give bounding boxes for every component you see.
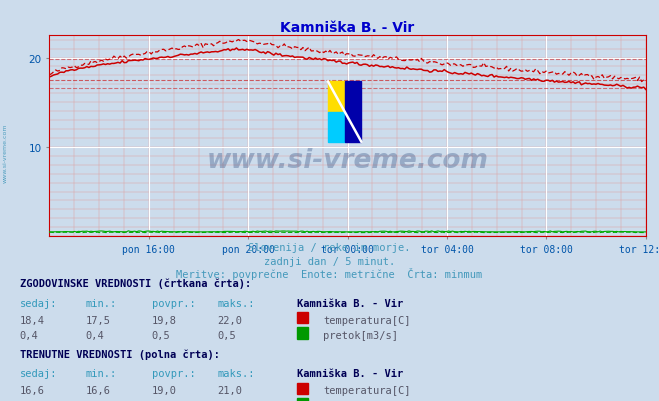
Text: povpr.:: povpr.: xyxy=(152,369,195,379)
Text: zadnji dan / 5 minut.: zadnji dan / 5 minut. xyxy=(264,256,395,266)
Text: ZGODOVINSKE VREDNOSTI (črtkana črta):: ZGODOVINSKE VREDNOSTI (črtkana črta): xyxy=(20,278,251,289)
Bar xyxy=(328,82,345,112)
Text: povpr.:: povpr.: xyxy=(152,298,195,308)
Text: 17,5: 17,5 xyxy=(86,315,111,325)
Text: 0,4: 0,4 xyxy=(20,330,38,340)
Bar xyxy=(345,82,361,142)
Text: 18,4: 18,4 xyxy=(20,315,45,325)
Text: min.:: min.: xyxy=(86,298,117,308)
Text: Kamniška B. - Vir: Kamniška B. - Vir xyxy=(297,298,403,308)
Text: 0,5: 0,5 xyxy=(217,330,236,340)
Text: maks.:: maks.: xyxy=(217,369,255,379)
Text: 16,6: 16,6 xyxy=(86,385,111,395)
Text: 22,0: 22,0 xyxy=(217,315,243,325)
Text: www.si-vreme.com: www.si-vreme.com xyxy=(3,123,8,182)
Text: 19,8: 19,8 xyxy=(152,315,177,325)
Text: TRENUTNE VREDNOSTI (polna črta):: TRENUTNE VREDNOSTI (polna črta): xyxy=(20,349,219,359)
Text: 19,0: 19,0 xyxy=(152,385,177,395)
Text: temperatura[C]: temperatura[C] xyxy=(323,315,411,325)
Text: 16,6: 16,6 xyxy=(20,385,45,395)
Text: min.:: min.: xyxy=(86,369,117,379)
Text: pretok[m3/s]: pretok[m3/s] xyxy=(323,330,398,340)
Text: Kamniška B. - Vir: Kamniška B. - Vir xyxy=(297,369,403,379)
Bar xyxy=(328,112,345,142)
Text: sedaj:: sedaj: xyxy=(20,369,57,379)
Text: sedaj:: sedaj: xyxy=(20,298,57,308)
Text: 0,5: 0,5 xyxy=(152,330,170,340)
Title: Kamniška B. - Vir: Kamniška B. - Vir xyxy=(281,21,415,35)
Text: 21,0: 21,0 xyxy=(217,385,243,395)
Text: maks.:: maks.: xyxy=(217,298,255,308)
Text: Meritve: povprečne  Enote: metrične  Črta: minmum: Meritve: povprečne Enote: metrične Črta:… xyxy=(177,267,482,279)
Text: www.si-vreme.com: www.si-vreme.com xyxy=(207,148,488,173)
Text: temperatura[C]: temperatura[C] xyxy=(323,385,411,395)
Text: Slovenija / reke in morje.: Slovenija / reke in morje. xyxy=(248,243,411,253)
Text: 0,4: 0,4 xyxy=(86,330,104,340)
